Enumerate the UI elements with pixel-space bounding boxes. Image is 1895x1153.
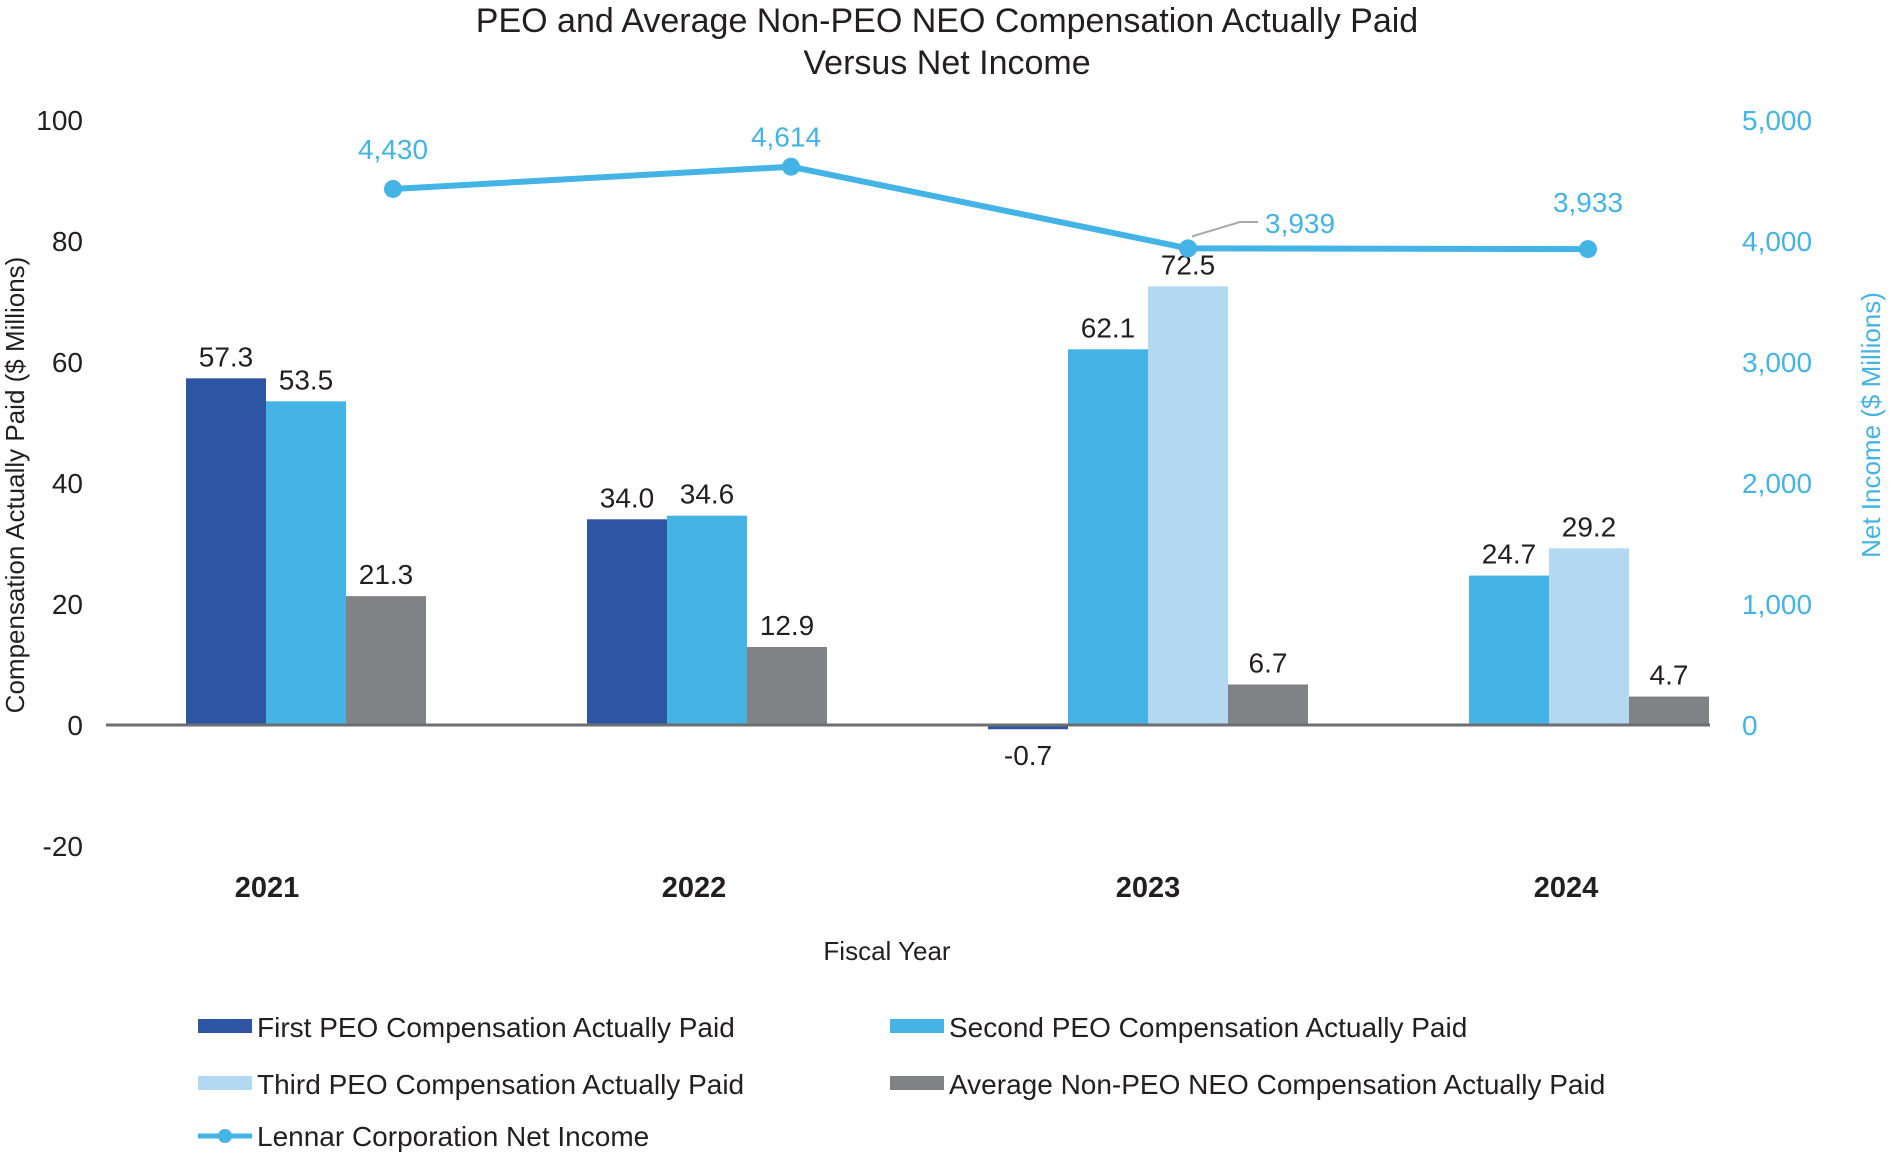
legend-label: First PEO Compensation Actually Paid [257,1012,735,1043]
legend-swatch [890,1076,944,1090]
net-income-point [384,179,402,198]
left-axis-ticks: 100 80 60 40 20 0 -20 [36,105,83,862]
bar-data-label: -0.7 [1004,740,1052,771]
bars [186,286,1709,730]
bar-data-label: 29.2 [1562,511,1617,542]
bar-data-label: 57.3 [199,341,254,372]
y-tick-label: 80 [52,226,83,257]
chart-title-line1: PEO and Average Non-PEO NEO Compensation… [476,2,1418,40]
bar-data-label: 24.7 [1482,539,1537,570]
bar-1-2024 [1469,575,1549,725]
bar-0-2021 [186,378,266,725]
bar-0-2023 [988,725,1068,730]
y-tick-label: 0 [67,710,83,741]
y2-tick-label: 1,000 [1742,589,1812,620]
bar-1-2023 [1068,349,1148,725]
x-axis-title: Fiscal Year [823,936,951,966]
net-income-data-label: 3,939 [1265,208,1335,239]
category-labels: 2021 2022 2023 2024 [235,872,1599,904]
bar-3-2022 [747,646,827,725]
x-tick-label: 2021 [235,872,300,904]
legend-swatch [890,1019,944,1033]
y-tick-label: -20 [43,831,83,862]
bar-data-label: 6.7 [1249,647,1288,678]
y2-tick-label: 2,000 [1742,468,1812,499]
y2-tick-label: 5,000 [1742,105,1812,136]
chart-title-line2: Versus Net Income [803,44,1090,82]
net-income-line [392,163,1589,253]
y-tick-label: 60 [52,347,83,378]
legend-label: Average Non-PEO NEO Compensation Actuall… [949,1069,1605,1100]
y-tick-label: 40 [52,468,83,499]
bar-3-2024 [1629,696,1709,725]
bar-3-2021 [346,596,426,725]
y-tick-label: 100 [36,105,83,136]
bar-data-label: 53.5 [279,364,334,395]
bar-data-label: 4.7 [1650,660,1689,691]
bar-data-label: 34.0 [600,482,655,513]
legend: First PEO Compensation Actually Paid Seco… [198,1012,1605,1152]
bar-2-2023 [1148,286,1228,725]
bar-labels: 57.353.521.334.0 34.612.9-0.762.172.56.72… [199,249,1689,771]
net-income-point [782,157,800,176]
net-income-data-label: 4,614 [751,122,821,153]
net-income-data-label: 4,430 [358,134,428,165]
y-tick-label: 20 [52,589,83,620]
leader-line [1191,221,1258,238]
x-tick-label: 2023 [1116,872,1181,904]
bar-2-2024 [1549,548,1629,725]
legend-label: Third PEO Compensation Actually Paid [257,1069,744,1100]
legend-swatch [198,1019,252,1033]
bar-data-label: 62.1 [1081,312,1136,343]
x-tick-label: 2022 [662,872,727,904]
bar-data-label: 21.3 [359,559,414,590]
bar-1-2021 [266,401,346,725]
bar-data-label: 34.6 [680,479,735,510]
right-axis-ticks: 5,000 4,000 3,000 2,000 1,000 0 [1742,105,1812,741]
net-income-point [1179,239,1197,258]
bar-1-2022 [667,515,747,725]
legend-label: Second PEO Compensation Actually Paid [949,1012,1467,1043]
y2-tick-label: 4,000 [1742,226,1812,257]
net-income-point [1579,240,1597,259]
y2-axis-title: Net Income ($ Millions) [1856,292,1886,558]
bar-3-2023 [1228,684,1308,725]
legend-label: Lennar Corporation Net Income [257,1121,649,1152]
bar-data-label: 12.9 [760,610,815,641]
net-income-line-series: 4,430 4,614 3,939 3,933 [358,122,1623,259]
y2-tick-label: 3,000 [1742,347,1812,378]
legend-swatch [198,1076,252,1090]
y2-tick-label: 0 [1742,710,1758,741]
y-axis-title: Compensation Actually Paid ($ Millions) [0,257,30,714]
x-tick-label: 2024 [1534,872,1599,904]
legend-line-marker [218,1129,232,1143]
net-income-data-label: 3,933 [1553,187,1623,218]
bar-0-2022 [587,519,667,725]
